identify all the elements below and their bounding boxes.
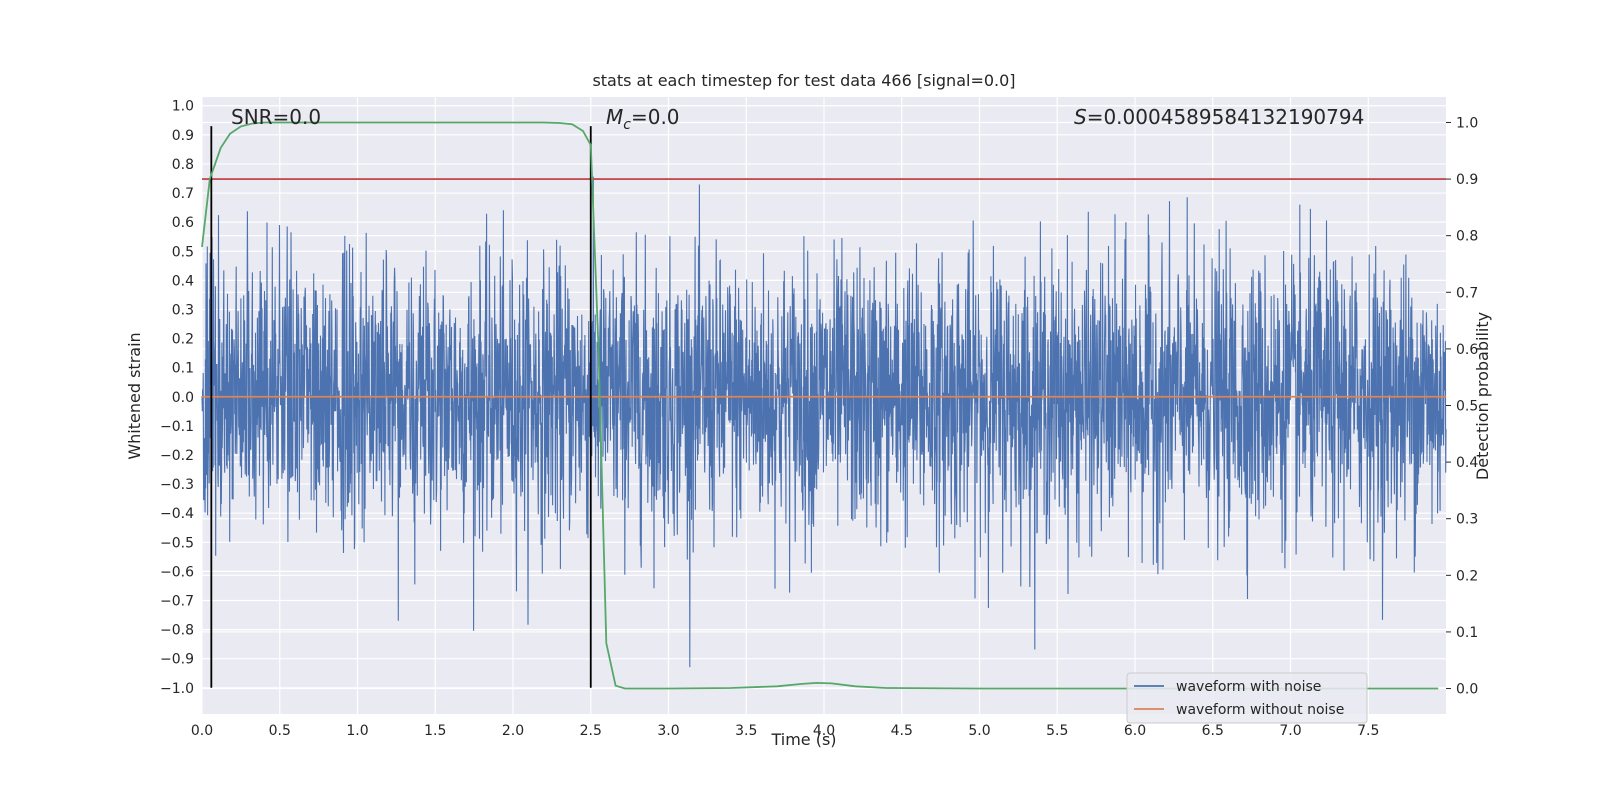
y-axis-right-label: Detection probability xyxy=(1473,312,1492,480)
x-tick-label: 4.5 xyxy=(891,723,913,739)
chirp-mass-annotation: Mc=0.0 xyxy=(606,105,680,133)
y-left-tick-label: 0.0 xyxy=(172,390,194,406)
x-tick-label: 5.5 xyxy=(1046,723,1068,739)
x-tick-label: 1.5 xyxy=(424,723,446,739)
legend-label-noise: waveform with noise xyxy=(1176,679,1321,695)
y-right-tick-label: 0.2 xyxy=(1456,568,1478,584)
s-statistic-annotation: S=0.0004589584132190794 xyxy=(1074,105,1364,129)
legend-label-clean: waveform without noise xyxy=(1176,702,1344,718)
y-right-tick-label: 0.0 xyxy=(1456,682,1478,698)
y-left-tick-label: 0.5 xyxy=(172,244,194,260)
y-left-tick-label: −0.6 xyxy=(160,564,194,580)
mc-value: =0.0 xyxy=(631,105,680,129)
x-axis-label: Time (s) xyxy=(770,730,836,749)
s-symbol: S xyxy=(1074,105,1087,129)
x-tick-label: 4.0 xyxy=(813,723,835,739)
series-waveform-with-noise xyxy=(201,176,1447,668)
mc-subscript: c xyxy=(623,117,631,133)
y-left-tick-label: −0.4 xyxy=(160,506,194,522)
y-left-tick-label: 1.0 xyxy=(172,99,194,115)
x-tick-label: 2.5 xyxy=(580,723,602,739)
y-left-tick-label: −1.0 xyxy=(160,681,194,697)
x-tick-label: 5.0 xyxy=(968,723,990,739)
y-left-tick-label: −0.7 xyxy=(160,593,194,609)
x-tick-label: 7.5 xyxy=(1357,723,1379,739)
y-left-tick-label: −0.9 xyxy=(160,652,194,668)
x-tick-label: 2.0 xyxy=(502,723,524,739)
y-left-tick-labels: 1.0 0.9 0.8 0.7 0.6 0.5 0.4 0.3 0.2 0.1 0.0 −0.1 −0.… xyxy=(160,99,194,697)
snr-annotation: SNR=0.0 xyxy=(231,105,321,129)
overlay-lines xyxy=(201,121,1446,690)
x-tick-label: 3.0 xyxy=(657,723,679,739)
y-left-tick-label: −0.3 xyxy=(160,477,194,493)
x-tick-label: 0.5 xyxy=(269,723,291,739)
chart-title: stats at each timestep for test data 466… xyxy=(592,71,1015,90)
y-left-tick-label: 0.3 xyxy=(172,302,194,318)
y-right-tick-label: 0.5 xyxy=(1456,399,1478,415)
waveform-with-noise-line xyxy=(201,176,1447,668)
s-value: =0.0004589584132190794 xyxy=(1087,105,1365,129)
y-right-tick-label: 0.4 xyxy=(1456,455,1478,471)
x-tick-label: 1.0 xyxy=(346,723,368,739)
x-tick-label: 3.5 xyxy=(735,723,757,739)
x-tick-label: 7.0 xyxy=(1279,723,1301,739)
y-left-tick-label: −0.5 xyxy=(160,535,194,551)
y-left-tick-label: 0.8 xyxy=(172,157,194,173)
y-axis-left-label: Whitened strain xyxy=(125,332,144,459)
y-right-tick-label: 0.9 xyxy=(1456,172,1478,188)
detection-probability-line xyxy=(201,121,1439,690)
y-left-tick-label: −0.2 xyxy=(160,448,194,464)
y-left-tick-label: 0.9 xyxy=(172,128,194,144)
x-tick-label: 6.5 xyxy=(1202,723,1224,739)
y-left-tick-label: −0.8 xyxy=(160,623,194,639)
y-left-tick-label: 0.1 xyxy=(172,361,194,377)
x-tick-labels: 0.0 0.5 1.0 1.5 2.0 2.5 3.0 3.5 4.0 4.5 5.0 5.5 6.0 6… xyxy=(191,723,1380,739)
y-right-tick-label: 0.3 xyxy=(1456,512,1478,528)
y-left-tick-label: −0.1 xyxy=(160,419,194,435)
y-left-tick-label: 0.6 xyxy=(172,215,194,231)
y-right-tick-label: 1.0 xyxy=(1456,115,1478,131)
y-right-tick-label: 0.8 xyxy=(1456,229,1478,245)
x-tick-label: 6.0 xyxy=(1124,723,1146,739)
x-tick-label: 0.0 xyxy=(191,723,213,739)
legend: waveform with noise waveform without noi… xyxy=(1126,672,1368,724)
y-left-tick-label: 0.2 xyxy=(172,332,194,348)
legend-box xyxy=(1126,672,1368,724)
y-right-tick-labels: 1.0 0.9 0.8 0.7 0.6 0.5 0.4 0.3 0.2 0.1 0.0 xyxy=(1446,115,1478,698)
y-right-tick-label: 0.6 xyxy=(1456,342,1478,358)
y-right-tick-label: 0.7 xyxy=(1456,285,1478,301)
y-left-tick-label: 0.4 xyxy=(172,273,194,289)
y-left-tick-label: 0.7 xyxy=(172,186,194,202)
mc-symbol: M xyxy=(606,105,623,129)
y-right-tick-label: 0.1 xyxy=(1456,625,1478,641)
